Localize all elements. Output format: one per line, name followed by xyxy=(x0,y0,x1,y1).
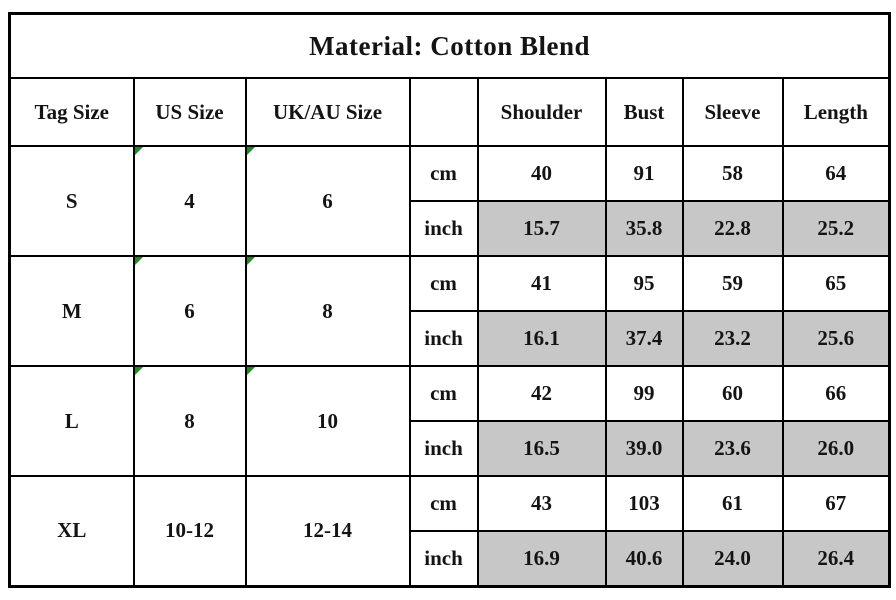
col-header-length: Length xyxy=(781,77,891,147)
corner-flag-icon xyxy=(247,368,255,375)
table-row-l-inch: inch 16.5 39.0 23.6 26.0 xyxy=(10,420,891,477)
cell-s-uk-au: 6 xyxy=(244,145,411,257)
cell-l-us: 8 xyxy=(132,365,247,477)
cell-xl-cm-bust: 103 xyxy=(604,475,684,532)
cell-l-inch-length: 26.0 xyxy=(781,420,891,477)
col-header-uk-au-size: UK/AU Size xyxy=(244,77,411,147)
cell-xl-inch-length: 26.4 xyxy=(781,530,891,587)
size-chart-table: Material: Cotton Blend Tag Size US Size … xyxy=(8,12,892,588)
unit-label-cm: cm xyxy=(408,255,479,312)
cell-l-inch-shoulder: 16.5 xyxy=(476,420,607,477)
cell-m-cm-length: 65 xyxy=(781,255,891,312)
cell-xl-inch-shoulder: 16.9 xyxy=(476,530,607,587)
table-row-m-cm: M 6 8 cm 41 95 59 65 xyxy=(8,255,891,367)
table-row-xl-inch: inch 16.9 40.6 24.0 26.4 xyxy=(10,530,891,587)
cell-m-cm-sleeve: 59 xyxy=(681,255,784,312)
unit-label-inch: inch xyxy=(408,200,479,257)
cell-m-tag: M xyxy=(8,255,135,367)
cell-m-uk-au-value: 8 xyxy=(322,298,333,323)
cell-s-tag: S xyxy=(8,145,135,257)
cell-s-cm-shoulder: 40 xyxy=(476,145,607,202)
cell-s-us-value: 4 xyxy=(184,188,195,213)
cell-l-inch-sleeve: 23.6 xyxy=(681,420,784,477)
cell-m-cm-bust: 95 xyxy=(604,255,684,312)
cell-xl-cm-length: 67 xyxy=(781,475,891,532)
table-title: Material: Cotton Blend xyxy=(8,12,891,79)
unit-label-cm: cm xyxy=(408,365,479,422)
cell-m-inch-shoulder: 16.1 xyxy=(476,310,607,367)
table-row-m-inch: inch 16.1 37.4 23.2 25.6 xyxy=(10,310,891,367)
cell-l-inch-bust: 39.0 xyxy=(604,420,684,477)
table-row-l-cm: L 8 10 cm 42 99 60 66 xyxy=(8,365,891,477)
cell-m-uk-au: 8 xyxy=(244,255,411,367)
corner-flag-icon xyxy=(135,258,143,265)
col-header-shoulder: Shoulder xyxy=(476,77,607,147)
cell-s-cm-length: 64 xyxy=(781,145,891,202)
corner-flag-icon xyxy=(135,368,143,375)
cell-xl-cm-shoulder: 43 xyxy=(476,475,607,532)
table-row-s-cm: S 4 6 cm 40 91 58 64 xyxy=(8,145,891,257)
cell-m-us: 6 xyxy=(132,255,247,367)
cell-m-cm-shoulder: 41 xyxy=(476,255,607,312)
corner-flag-icon xyxy=(135,148,143,155)
col-header-unit xyxy=(408,77,479,147)
corner-flag-icon xyxy=(247,258,255,265)
cell-s-inch-bust: 35.8 xyxy=(604,200,684,257)
cell-s-uk-au-value: 6 xyxy=(322,188,333,213)
cell-s-us: 4 xyxy=(132,145,247,257)
cell-m-inch-sleeve: 23.2 xyxy=(681,310,784,367)
table-row-xl-cm: XL 10-12 12-14 cm 43 103 61 67 xyxy=(8,475,891,587)
corner-flag-icon xyxy=(247,148,255,155)
cell-m-inch-length: 25.6 xyxy=(781,310,891,367)
cell-s-inch-length: 25.2 xyxy=(781,200,891,257)
cell-l-uk-au-value: 10 xyxy=(317,408,338,433)
cell-l-cm-sleeve: 60 xyxy=(681,365,784,422)
cell-m-inch-bust: 37.4 xyxy=(604,310,684,367)
unit-label-cm: cm xyxy=(408,475,479,532)
col-header-tag-size: Tag Size xyxy=(8,77,135,147)
header-row: Tag Size US Size UK/AU Size Shoulder Bus… xyxy=(8,77,891,147)
title-row: Material: Cotton Blend xyxy=(8,12,891,79)
cell-s-cm-bust: 91 xyxy=(604,145,684,202)
cell-l-tag: L xyxy=(8,365,135,477)
cell-m-us-value: 6 xyxy=(184,298,195,323)
unit-label-inch: inch xyxy=(408,310,479,367)
cell-s-inch-shoulder: 15.7 xyxy=(476,200,607,257)
unit-label-inch: inch xyxy=(408,530,479,587)
cell-l-cm-bust: 99 xyxy=(604,365,684,422)
col-header-sleeve: Sleeve xyxy=(681,77,784,147)
table-row-s-inch: inch 15.7 35.8 22.8 25.2 xyxy=(10,200,891,257)
cell-l-cm-length: 66 xyxy=(781,365,891,422)
cell-xl-inch-bust: 40.6 xyxy=(604,530,684,587)
cell-xl-inch-sleeve: 24.0 xyxy=(681,530,784,587)
cell-l-us-value: 8 xyxy=(184,408,195,433)
cell-l-uk-au: 10 xyxy=(244,365,411,477)
cell-l-cm-shoulder: 42 xyxy=(476,365,607,422)
cell-xl-us: 10-12 xyxy=(132,475,247,587)
unit-label-inch: inch xyxy=(408,420,479,477)
cell-xl-uk-au: 12-14 xyxy=(244,475,411,587)
cell-s-inch-sleeve: 22.8 xyxy=(681,200,784,257)
col-header-us-size: US Size xyxy=(132,77,247,147)
cell-xl-tag: XL xyxy=(8,475,135,587)
col-header-bust: Bust xyxy=(604,77,684,147)
cell-xl-cm-sleeve: 61 xyxy=(681,475,784,532)
unit-label-cm: cm xyxy=(408,145,479,202)
cell-s-cm-sleeve: 58 xyxy=(681,145,784,202)
